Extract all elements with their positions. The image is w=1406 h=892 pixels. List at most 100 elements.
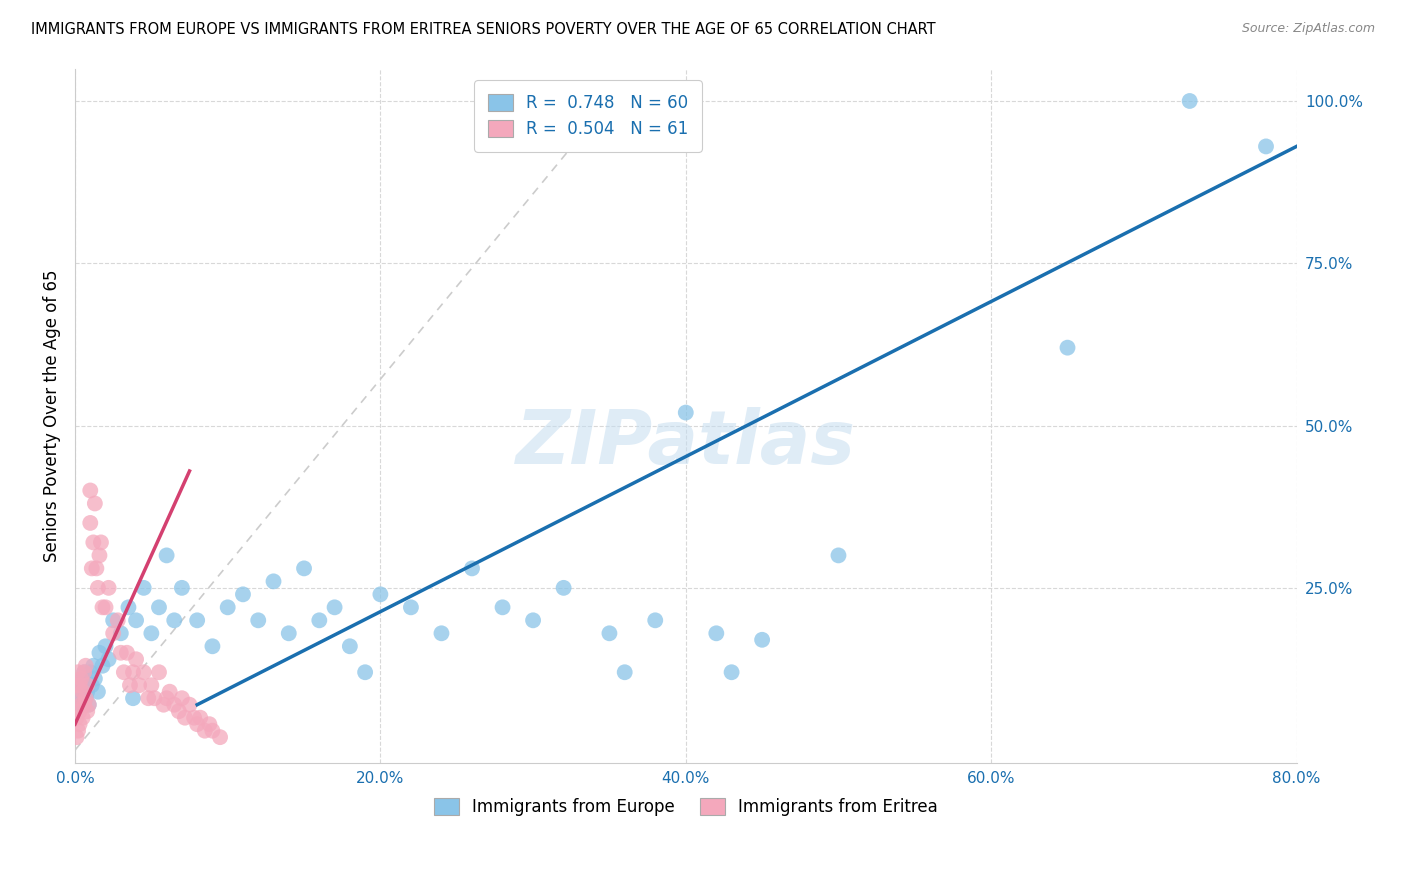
Point <box>132 665 155 680</box>
Point <box>76 704 98 718</box>
Point <box>430 626 453 640</box>
Point <box>827 549 849 563</box>
Point <box>65 730 87 744</box>
Point <box>1254 139 1277 153</box>
Y-axis label: Seniors Poverty Over the Age of 65: Seniors Poverty Over the Age of 65 <box>44 269 60 562</box>
Point <box>80 561 103 575</box>
Point <box>553 581 575 595</box>
Point <box>72 711 94 725</box>
Point <box>76 678 98 692</box>
Point <box>148 665 170 680</box>
Point <box>125 652 148 666</box>
Point <box>94 600 117 615</box>
Point <box>461 561 484 575</box>
Point <box>73 665 96 680</box>
Text: Source: ZipAtlas.com: Source: ZipAtlas.com <box>1241 22 1375 36</box>
Point <box>399 600 422 615</box>
Point <box>339 640 361 654</box>
Point <box>152 698 174 712</box>
Point <box>132 581 155 595</box>
Point <box>292 561 315 575</box>
Point <box>89 549 111 563</box>
Point <box>323 600 346 615</box>
Point <box>1056 341 1078 355</box>
Point <box>136 691 159 706</box>
Legend: Immigrants from Europe, Immigrants from Eritrea: Immigrants from Europe, Immigrants from … <box>426 789 946 824</box>
Point <box>87 581 110 595</box>
Point <box>125 613 148 627</box>
Point <box>75 691 97 706</box>
Point <box>167 704 190 718</box>
Point <box>115 646 138 660</box>
Point <box>675 406 697 420</box>
Point <box>75 691 97 706</box>
Point <box>263 574 285 589</box>
Point <box>217 600 239 615</box>
Point <box>143 691 166 706</box>
Point <box>183 711 205 725</box>
Point <box>67 678 90 692</box>
Point <box>613 665 636 680</box>
Point <box>354 665 377 680</box>
Point <box>67 691 90 706</box>
Point <box>156 691 179 706</box>
Point <box>82 658 104 673</box>
Point <box>107 613 129 627</box>
Point <box>97 581 120 595</box>
Point <box>83 672 105 686</box>
Point <box>247 613 270 627</box>
Point <box>704 626 727 640</box>
Point <box>522 613 544 627</box>
Point <box>80 678 103 692</box>
Point <box>77 698 100 712</box>
Point <box>148 600 170 615</box>
Point <box>65 691 87 706</box>
Point <box>720 665 742 680</box>
Point <box>70 672 93 686</box>
Point <box>186 717 208 731</box>
Point <box>70 698 93 712</box>
Point <box>72 684 94 698</box>
Point <box>101 613 124 627</box>
Point <box>101 626 124 640</box>
Point <box>70 698 93 712</box>
Text: IMMIGRANTS FROM EUROPE VS IMMIGRANTS FROM ERITREA SENIORS POVERTY OVER THE AGE O: IMMIGRANTS FROM EUROPE VS IMMIGRANTS FRO… <box>31 22 935 37</box>
Point <box>1178 94 1201 108</box>
Point <box>163 613 186 627</box>
Point <box>94 640 117 654</box>
Point <box>87 684 110 698</box>
Point <box>186 613 208 627</box>
Point <box>122 691 145 706</box>
Point <box>67 723 90 738</box>
Point <box>163 698 186 712</box>
Point <box>188 711 211 725</box>
Point <box>370 587 392 601</box>
Point <box>308 613 330 627</box>
Point <box>79 516 101 530</box>
Point <box>82 535 104 549</box>
Point <box>277 626 299 640</box>
Point <box>75 658 97 673</box>
Point <box>644 613 666 627</box>
Point <box>91 658 114 673</box>
Point <box>65 711 87 725</box>
Point <box>232 587 254 601</box>
Point <box>159 684 181 698</box>
Point <box>77 698 100 712</box>
Point <box>201 723 224 738</box>
Point <box>198 717 221 731</box>
Point <box>69 678 91 692</box>
Point <box>73 678 96 692</box>
Point <box>73 698 96 712</box>
Point <box>170 581 193 595</box>
Point <box>209 730 232 744</box>
Point <box>122 665 145 680</box>
Point <box>89 646 111 660</box>
Point <box>201 640 224 654</box>
Point <box>128 678 150 692</box>
Point <box>194 723 217 738</box>
Point <box>79 665 101 680</box>
Point <box>69 684 91 698</box>
Point <box>141 678 163 692</box>
Point <box>141 626 163 640</box>
